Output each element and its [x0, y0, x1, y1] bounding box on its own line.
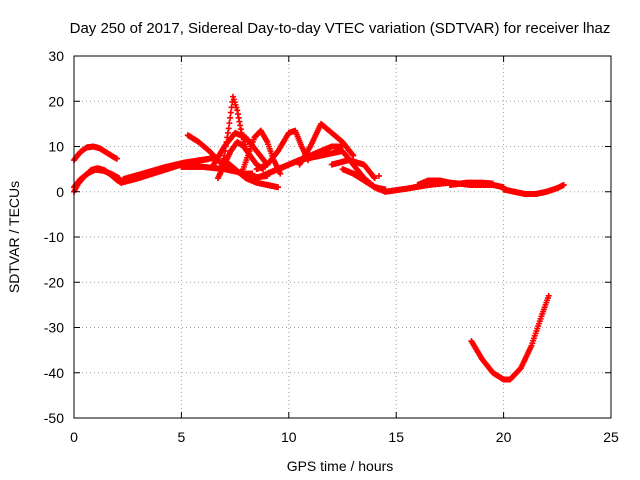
- y-tick-label: 20: [48, 93, 64, 109]
- data-point-marker: [277, 170, 284, 177]
- series-arc-20: [350, 170, 389, 193]
- y-tick-label: 30: [48, 48, 64, 64]
- data-point-marker: [349, 151, 356, 158]
- x-tick-label: 5: [178, 429, 186, 445]
- data-point-marker: [560, 181, 567, 188]
- series-arc-16: [296, 120, 357, 168]
- y-tick-label: 10: [48, 139, 64, 155]
- series-arc-13: [253, 127, 312, 173]
- x-tick-label: 25: [603, 429, 619, 445]
- data-point-marker: [227, 109, 234, 116]
- y-tick-label: -40: [44, 365, 64, 381]
- y-tick-label: -20: [44, 274, 64, 290]
- data-point-marker: [350, 152, 357, 159]
- data-point-marker: [226, 120, 233, 127]
- series-arc-25: [500, 181, 567, 198]
- data-points: [71, 93, 567, 383]
- x-tick-label: 15: [388, 429, 404, 445]
- data-point-marker: [275, 184, 282, 191]
- data-point-marker: [370, 174, 377, 181]
- data-point-marker: [113, 155, 120, 162]
- data-point-marker: [489, 180, 496, 187]
- data-point-marker: [249, 170, 256, 177]
- series-arc-3: [71, 166, 123, 191]
- series-arc-5: [120, 156, 211, 183]
- y-tick-label: -50: [44, 410, 64, 426]
- data-point-marker: [116, 175, 123, 182]
- y-tick-label: -30: [44, 320, 64, 336]
- data-point-marker: [204, 156, 211, 163]
- data-point-marker: [371, 175, 378, 182]
- series-point-1: [376, 172, 383, 179]
- series-arc-11: [221, 157, 282, 191]
- y-axis-label: SDTVAR / TECUs: [6, 181, 22, 293]
- series-arc-18: [328, 157, 378, 182]
- data-point-marker: [225, 125, 232, 132]
- series-arc-24: [446, 179, 496, 188]
- y-tick-label: 0: [56, 184, 64, 200]
- x-tick-label: 10: [281, 429, 297, 445]
- data-point-marker: [227, 114, 234, 121]
- series-arc-22: [414, 177, 453, 188]
- x-axis-label: GPS time / hours: [287, 458, 394, 474]
- data-point-marker: [545, 292, 552, 299]
- x-tick-label: 0: [70, 429, 78, 445]
- axis-ticks: 0 5 10 15 20 25 -50 -40 -30 -20 -10 0 10 20 30: [44, 48, 619, 445]
- data-point-marker: [376, 172, 383, 179]
- y-tick-label: -10: [44, 229, 64, 245]
- chart-title: Day 250 of 2017, Sidereal Day-to-day VTE…: [70, 20, 611, 37]
- series-arc-26: [468, 292, 552, 383]
- x-tick-label: 20: [496, 429, 512, 445]
